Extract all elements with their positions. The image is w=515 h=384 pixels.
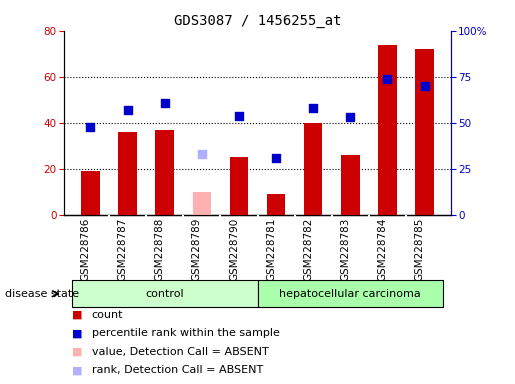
Bar <box>304 123 322 215</box>
Point <box>86 124 94 130</box>
Bar <box>378 45 397 215</box>
Text: count: count <box>92 310 123 320</box>
Bar <box>156 130 174 215</box>
Bar <box>230 157 248 215</box>
Bar <box>72 280 258 307</box>
Text: hepatocellular carcinoma: hepatocellular carcinoma <box>280 289 421 299</box>
Text: GSM228781: GSM228781 <box>266 218 276 281</box>
Point <box>235 113 243 119</box>
Bar <box>341 155 359 215</box>
Bar <box>81 171 100 215</box>
Text: ■: ■ <box>72 347 82 357</box>
Text: ■: ■ <box>72 310 82 320</box>
Text: GSM228785: GSM228785 <box>415 218 425 281</box>
Bar <box>118 132 137 215</box>
Text: value, Detection Call = ABSENT: value, Detection Call = ABSENT <box>92 347 268 357</box>
Title: GDS3087 / 1456255_at: GDS3087 / 1456255_at <box>174 14 341 28</box>
Text: GSM228784: GSM228784 <box>377 218 387 281</box>
Point <box>309 105 317 111</box>
Text: GSM228786: GSM228786 <box>80 218 90 281</box>
Point <box>198 151 206 157</box>
Bar <box>415 49 434 215</box>
Text: percentile rank within the sample: percentile rank within the sample <box>92 328 280 338</box>
Point <box>421 83 429 89</box>
Bar <box>258 280 443 307</box>
Text: disease state: disease state <box>5 289 79 299</box>
Point <box>346 114 354 121</box>
Text: GSM228788: GSM228788 <box>154 218 165 281</box>
Point <box>161 99 169 106</box>
Bar <box>193 192 211 215</box>
Text: ■: ■ <box>72 365 82 375</box>
Text: control: control <box>145 289 184 299</box>
Point <box>272 155 280 161</box>
Text: GSM228783: GSM228783 <box>340 218 350 281</box>
Point <box>124 107 132 113</box>
Text: ■: ■ <box>72 328 82 338</box>
Text: GSM228789: GSM228789 <box>192 218 202 281</box>
Text: GSM228790: GSM228790 <box>229 218 239 281</box>
Text: rank, Detection Call = ABSENT: rank, Detection Call = ABSENT <box>92 365 263 375</box>
Text: GSM228782: GSM228782 <box>303 218 313 281</box>
Point <box>383 76 391 82</box>
Bar <box>267 194 285 215</box>
Text: GSM228787: GSM228787 <box>117 218 128 281</box>
